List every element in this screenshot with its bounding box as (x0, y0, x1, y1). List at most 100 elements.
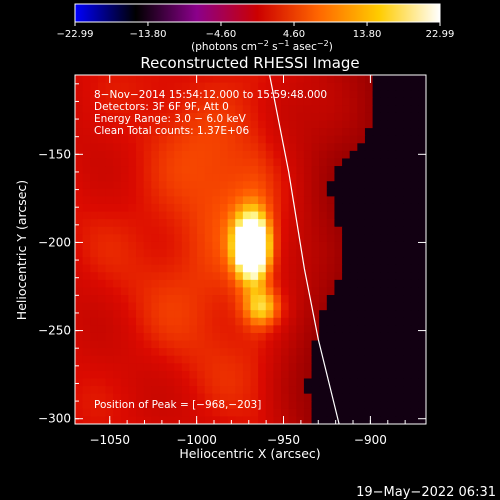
heatmap-pixel (227, 82, 236, 91)
heatmap-pixel (281, 363, 290, 372)
heatmap-pixel (113, 135, 122, 144)
heatmap-pixel (166, 257, 175, 266)
heatmap-pixel (151, 188, 160, 197)
heatmap-pixel (128, 416, 137, 424)
heatmap-pixel (265, 128, 274, 137)
heatmap-pixel (90, 188, 99, 197)
heatmap-pixel (395, 211, 404, 220)
heatmap-pixel (242, 143, 252, 152)
heatmap-pixel (227, 295, 236, 304)
annotation-energy-range: Energy Range: 3.0 − 6.0 keV (94, 113, 247, 125)
heatmap-pixel (105, 370, 114, 380)
heatmap-pixel (197, 128, 206, 137)
heatmap-pixel (296, 226, 305, 235)
heatmap-pixel (174, 75, 183, 84)
heatmap-pixel (281, 378, 290, 387)
heatmap-pixel (326, 120, 336, 129)
heatmap-pixel (97, 264, 107, 273)
heatmap-pixel (212, 302, 221, 311)
heatmap-pixel (342, 226, 351, 235)
heatmap-pixel (326, 234, 336, 243)
heatmap-pixel (189, 408, 198, 418)
heatmap-pixel (281, 310, 290, 319)
heatmap-pixel (181, 378, 191, 387)
heatmap-pixel (174, 264, 183, 273)
heatmap-pixel (166, 234, 175, 243)
heatmap-pixel (418, 226, 426, 235)
heatmap-pixel (326, 135, 336, 144)
heatmap-pixel (319, 348, 328, 357)
heatmap-pixel (288, 317, 297, 326)
heatmap-pixel (136, 97, 145, 106)
heatmap-pixel (410, 143, 419, 152)
heatmap-pixel (342, 249, 351, 258)
heatmap-pixel (380, 416, 389, 424)
heatmap-pixel (288, 393, 297, 402)
heatmap-pixel (380, 203, 389, 213)
heatmap-pixel (334, 143, 343, 152)
heatmap-pixel (82, 279, 91, 289)
heatmap-pixel (136, 287, 145, 296)
heatmap-pixel (288, 325, 297, 334)
heatmap-pixel (281, 416, 290, 424)
heatmap-pixel (403, 112, 412, 122)
heatmap-pixel (250, 272, 259, 281)
heatmap-pixel (410, 257, 419, 266)
heatmap-pixel (326, 257, 336, 266)
heatmap-pixel (128, 128, 137, 137)
heatmap-pixel (334, 241, 343, 251)
heatmap-pixel (296, 317, 305, 326)
heatmap-pixel (120, 241, 130, 251)
heatmap-pixel (250, 82, 259, 91)
heatmap-pixel (136, 355, 145, 364)
heatmap-pixel (197, 143, 206, 152)
heatmap-pixel (151, 287, 160, 296)
heatmap-pixel (250, 317, 259, 326)
heatmap-pixel (281, 112, 290, 122)
heatmap-pixel (273, 279, 282, 289)
heatmap-pixel (319, 325, 328, 334)
heatmap-pixel (281, 97, 290, 106)
heatmap-pixel (235, 370, 244, 380)
heatmap-pixel (105, 234, 114, 243)
heatmap-pixel (288, 416, 297, 424)
heatmap-pixel (296, 355, 305, 364)
heatmap-pixel (143, 370, 152, 380)
heatmap-pixel (181, 82, 191, 91)
heatmap-pixel (120, 166, 130, 175)
heatmap-pixel (235, 332, 244, 342)
heatmap-pixel (281, 166, 290, 175)
heatmap-pixel (128, 378, 137, 387)
heatmap-pixel (326, 249, 336, 258)
heatmap-pixel (334, 386, 343, 395)
heatmap-pixel (227, 302, 236, 311)
heatmap-pixel (181, 408, 191, 418)
heatmap-pixel (128, 332, 137, 342)
heatmap-pixel (166, 363, 175, 372)
heatmap-pixel (75, 128, 84, 137)
heatmap-pixel (387, 378, 397, 387)
heatmap-pixel (273, 166, 282, 175)
heatmap-pixel (288, 90, 297, 99)
heatmap-pixel (151, 355, 160, 364)
heatmap-pixel (166, 416, 175, 424)
heatmap-pixel (258, 75, 267, 84)
heatmap-pixel (143, 241, 152, 251)
heatmap-pixel (174, 295, 183, 304)
heatmap-pixel (357, 317, 366, 326)
heatmap-pixel (349, 196, 358, 205)
heatmap-pixel (219, 173, 229, 182)
heatmap-pixel (326, 188, 336, 197)
heatmap-pixel (197, 181, 206, 190)
heatmap-pixel (82, 295, 91, 304)
heatmap-pixel (288, 279, 297, 289)
heatmap-pixel (288, 340, 297, 349)
heatmap-pixel (75, 241, 84, 251)
heatmap-pixel (113, 90, 122, 99)
heatmap-pixel (418, 97, 426, 106)
heatmap-pixel (143, 219, 152, 228)
heatmap-pixel (303, 393, 313, 402)
heatmap-pixel (242, 287, 252, 296)
annotation-peak-position: Position of Peak = [−968,−203] (94, 399, 261, 411)
heatmap-pixel (258, 166, 267, 175)
